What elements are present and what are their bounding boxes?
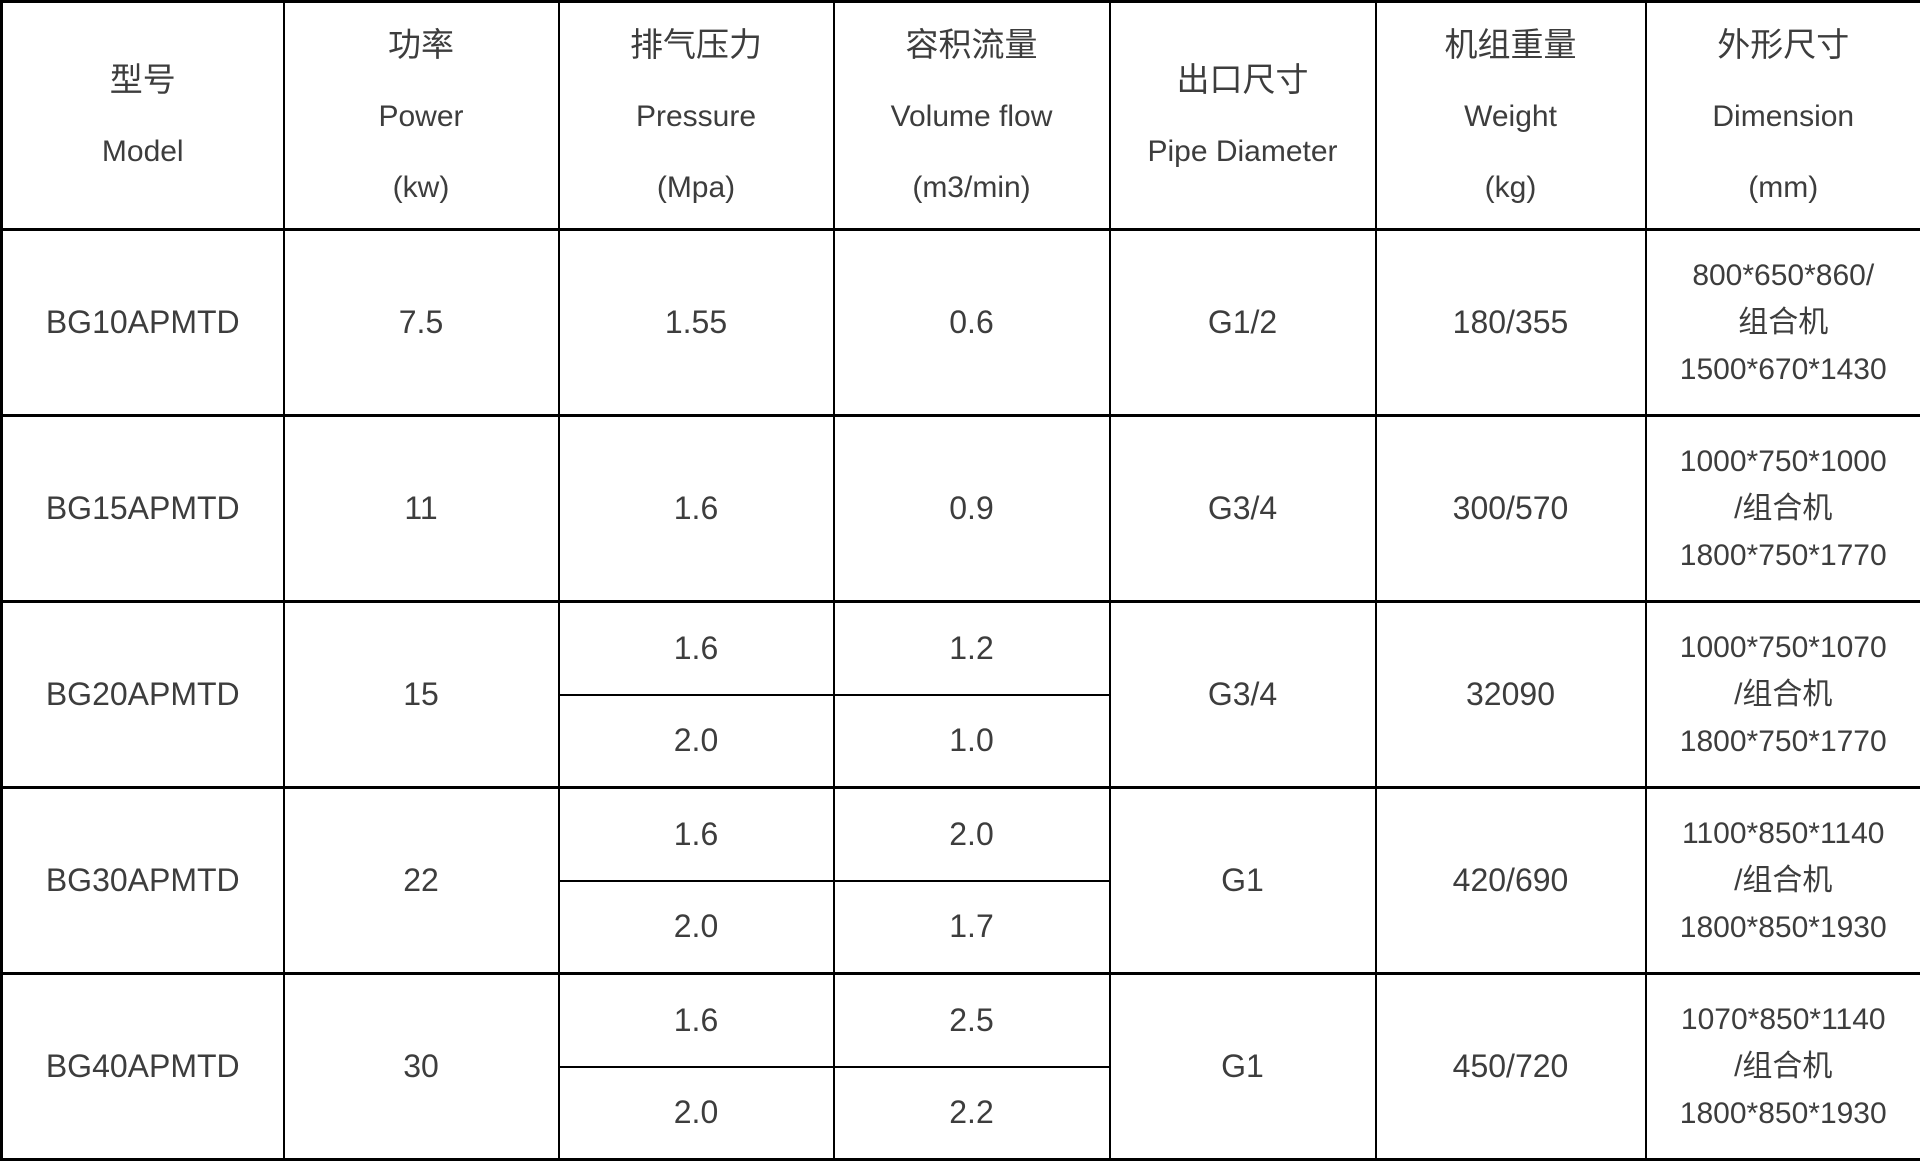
dimension-line: /组合机: [1734, 492, 1833, 525]
dimension-cell: 1000*750*1070 /组合机 1800*750*1770: [1644, 600, 1920, 789]
pressure-cell: 1.6: [557, 600, 835, 696]
weight-cell: 420/690: [1374, 786, 1647, 975]
table-row-bg20apmtd: BG20APMTD 15 1.6 1.2 G3/4 32090 1000*750…: [0, 600, 1920, 789]
header-zh-label: 功率: [388, 25, 454, 63]
table-subrow-bg40apmtd: 2.0 2.2: [2, 1065, 1920, 1161]
power-cell: 15: [282, 600, 560, 789]
power-cell: 30: [282, 972, 560, 1161]
header-row: 型号 Model 功率 Power (kw) 排气压力 Pressure (Mp…: [0, 0, 1920, 231]
dimension-line: 1500*670*1430: [1679, 353, 1887, 386]
volume-flow-cell: 2.5: [832, 972, 1111, 1068]
dimension-line: 1800*750*1770: [1679, 725, 1887, 758]
col-header-model: 型号 Model: [0, 0, 285, 231]
model-cell: BG30APMTD: [0, 786, 285, 975]
header-unit-label: (Mpa): [656, 170, 736, 204]
model-cell: BG20APMTD: [0, 600, 285, 789]
weight-cell: 300/570: [1374, 414, 1647, 603]
dimension-line: 1070*850*1140: [1680, 1003, 1886, 1036]
pipe-diameter-cell: G1: [1108, 786, 1377, 975]
volume-flow-cell: 1.0: [832, 693, 1111, 789]
header-en-label: Model: [101, 135, 184, 168]
power-cell: 7.5: [282, 228, 560, 417]
header-en-label: Pressure: [635, 99, 757, 133]
model-cell: BG10APMTD: [0, 228, 285, 417]
dimension-cell: 800*650*860/ 组合机 1500*670*1430: [1644, 228, 1920, 417]
dimension-line: 800*650*860/: [1692, 259, 1875, 292]
volume-flow-cell: 1.2: [832, 600, 1111, 696]
dimension-cell: 1000*750*1000 /组合机 1800*750*1770: [1644, 414, 1920, 603]
pressure-cell: 1.6: [557, 786, 835, 882]
header-unit-label: (m3/min): [912, 170, 1031, 204]
header-en-label: Volume flow: [890, 99, 1053, 133]
header-en-label: Pipe Diameter: [1147, 135, 1338, 168]
header-zh-label: 型号: [109, 61, 176, 98]
pressure-cell: 2.0: [557, 1065, 835, 1161]
table-row-bg15apmtd: BG15APMTD 11 1.6 0.9 G3/4 300/570 1000*7…: [0, 414, 1920, 603]
col-header-power: 功率 Power (kw): [282, 0, 560, 231]
pressure-cell: 2.0: [557, 693, 835, 789]
col-header-volume-flow: 容积流量 Volume flow (m3/min): [832, 0, 1111, 231]
header-en-label: Weight: [1464, 99, 1557, 133]
pressure-cell: 2.0: [557, 879, 835, 975]
pressure-cell: 1.55: [557, 228, 835, 417]
col-header-dimension: 外形尺寸 Dimension (mm): [1644, 0, 1920, 231]
table-row-bg40apmtd: BG40APMTD 30 1.6 2.5 G1 450/720 1070*850…: [0, 972, 1920, 1161]
header-zh-label: 出口尺寸: [1176, 61, 1309, 98]
table-row-bg30apmtd: BG30APMTD 22 1.6 2.0 G1 420/690 1100*850…: [0, 786, 1920, 975]
pipe-diameter-cell: G3/4: [1108, 414, 1377, 603]
dimension-line: 1000*750*1070: [1679, 631, 1887, 664]
header-unit-label: (kw): [392, 170, 450, 204]
pipe-diameter-cell: G1/2: [1108, 228, 1377, 417]
table-row-bg10apmtd: BG10APMTD 7.5 1.55 0.6 G1/2 180/355 800*…: [0, 228, 1920, 417]
volume-flow-cell: 2.2: [832, 1065, 1111, 1161]
model-cell: BG40APMTD: [0, 972, 285, 1161]
dimension-line: 1800*850*1930: [1679, 911, 1887, 944]
volume-flow-cell: 2.0: [832, 786, 1111, 882]
weight-cell: 180/355: [1374, 228, 1647, 417]
dimension-line: /组合机: [1734, 864, 1833, 897]
volume-flow-cell: 1.7: [832, 879, 1111, 975]
dimension-line: 1800*850*1930: [1679, 1097, 1887, 1130]
dimension-line: 1800*750*1770: [1679, 539, 1887, 572]
power-cell: 22: [282, 786, 560, 975]
header-unit-label: (kg): [1484, 170, 1537, 204]
weight-cell: 450/720: [1374, 972, 1647, 1161]
weight-cell: 32090: [1374, 600, 1647, 789]
table-subrow-bg20apmtd: 2.0 1.0: [2, 693, 1920, 789]
dimension-line: /组合机: [1734, 1050, 1833, 1083]
header-zh-label: 外形尺寸: [1717, 25, 1850, 63]
col-header-weight: 机组重量 Weight (kg): [1374, 0, 1647, 231]
dimension-cell: 1100*850*1140 /组合机 1800*850*1930: [1644, 786, 1920, 975]
model-cell: BG15APMTD: [0, 414, 285, 603]
header-en-label: Dimension: [1712, 99, 1855, 133]
dimension-line: /组合机: [1734, 678, 1833, 711]
volume-flow-cell: 0.9: [832, 414, 1111, 603]
dimension-cell: 1070*850*1140 /组合机 1800*850*1930: [1644, 972, 1920, 1161]
dimension-line: 1000*750*1000: [1679, 445, 1887, 478]
header-zh-label: 排气压力: [630, 25, 762, 63]
pipe-diameter-cell: G3/4: [1108, 600, 1377, 789]
header-en-label: Power: [378, 99, 464, 133]
power-cell: 11: [282, 414, 560, 603]
header-zh-label: 容积流量: [905, 25, 1038, 63]
volume-flow-cell: 0.6: [832, 228, 1111, 417]
header-zh-label: 机组重量: [1444, 25, 1577, 63]
dimension-line: 1100*850*1140: [1682, 817, 1885, 850]
pressure-cell: 1.6: [557, 972, 835, 1068]
col-header-pipe-diameter: 出口尺寸 Pipe Diameter: [1108, 0, 1377, 231]
pipe-diameter-cell: G1: [1108, 972, 1377, 1161]
col-header-pressure: 排气压力 Pressure (Mpa): [557, 0, 835, 231]
pressure-cell: 1.6: [557, 414, 835, 603]
table-subrow-bg30apmtd: 2.0 1.7: [2, 879, 1920, 975]
dimension-line: 组合机: [1738, 306, 1829, 339]
header-unit-label: (mm): [1748, 170, 1819, 204]
